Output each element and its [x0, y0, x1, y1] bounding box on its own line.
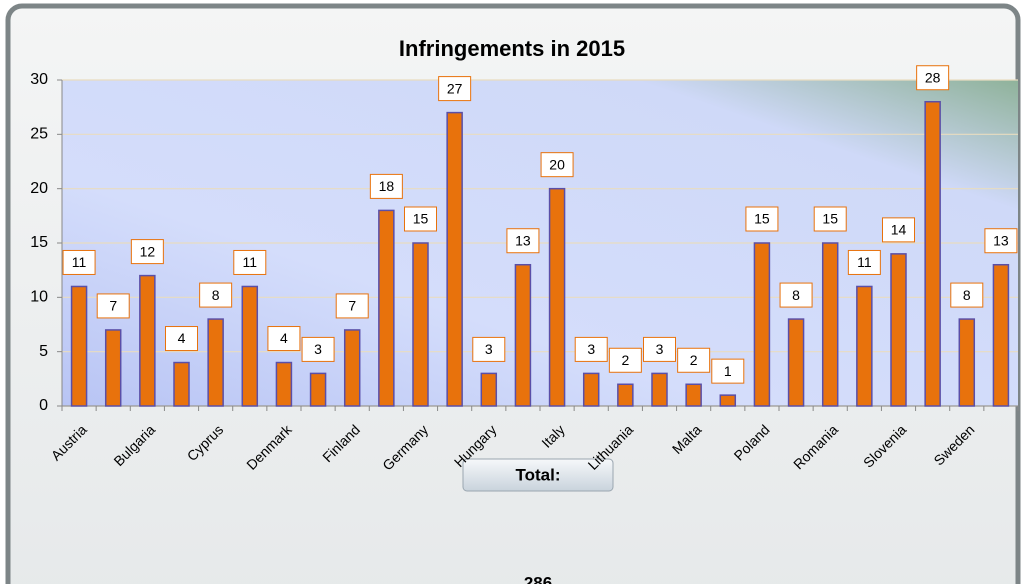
value-label: 8 — [963, 287, 971, 303]
value-label: 13 — [993, 232, 1009, 248]
bar — [685, 383, 702, 407]
value-label: 11 — [857, 254, 872, 270]
value-label: 3 — [656, 341, 664, 357]
y-tick-label: 5 — [39, 343, 48, 360]
value-label: 1 — [724, 363, 732, 379]
bar — [582, 372, 600, 407]
value-label: 3 — [587, 341, 595, 357]
value-label-box — [404, 206, 437, 232]
bar — [139, 274, 156, 407]
value-label: 4 — [178, 330, 186, 346]
y-tick-label: 30 — [30, 71, 48, 88]
value-label: 2 — [621, 352, 629, 368]
total-label: Total: — [515, 465, 560, 484]
value-label-box — [199, 282, 233, 308]
y-tick-label: 25 — [30, 126, 48, 143]
value-label-box — [916, 65, 950, 91]
value-label-box — [882, 217, 915, 243]
value-label: 20 — [549, 156, 565, 172]
value-label-box — [267, 326, 301, 352]
value-label-box — [233, 249, 267, 275]
chart-title: Infringements in 2015 — [399, 36, 625, 61]
bar — [890, 253, 907, 407]
value-label-box — [506, 228, 540, 254]
value-label-box — [711, 358, 745, 384]
bar — [821, 242, 839, 407]
bar — [719, 394, 737, 407]
value-label-box — [643, 336, 676, 362]
value-label: 27 — [447, 80, 463, 96]
value-label-box — [847, 249, 881, 275]
value-label-box — [472, 336, 506, 362]
value-label-box — [96, 293, 130, 319]
y-tick-label: 0 — [39, 397, 48, 414]
bar — [104, 329, 122, 407]
bar — [343, 329, 361, 407]
bar — [992, 263, 1010, 407]
value-label-box — [369, 173, 403, 199]
value-label-box — [165, 326, 198, 352]
value-label: 28 — [925, 69, 941, 85]
value-label-box — [984, 228, 1018, 254]
bar — [924, 100, 941, 407]
value-label-box — [301, 336, 335, 362]
value-label-box — [677, 347, 711, 373]
bar — [651, 372, 668, 407]
value-label: 15 — [413, 211, 429, 227]
value-label-box — [779, 282, 813, 308]
bar — [207, 318, 224, 407]
value-label: 15 — [822, 211, 838, 227]
value-label-box — [813, 206, 847, 232]
bar — [275, 361, 293, 407]
bar — [446, 111, 463, 407]
bar — [309, 372, 327, 407]
total-box — [462, 458, 614, 492]
y-tick-label: 20 — [30, 180, 48, 197]
value-label-box — [62, 249, 96, 275]
value-label-box — [745, 206, 779, 232]
value-label: 14 — [891, 222, 907, 238]
value-label: 8 — [792, 287, 800, 303]
bar — [173, 361, 190, 407]
value-label-box — [574, 336, 608, 362]
value-label: 2 — [690, 352, 698, 368]
value-label: 3 — [314, 341, 322, 357]
bar — [958, 318, 976, 407]
value-label: 11 — [243, 254, 258, 270]
value-label-box — [130, 239, 164, 265]
value-label: 13 — [515, 232, 531, 248]
y-tick-label: 10 — [30, 289, 48, 306]
total-value: 286 — [524, 573, 552, 584]
value-label: 15 — [754, 211, 770, 227]
value-label: 12 — [140, 243, 156, 259]
bar — [241, 285, 259, 407]
bar — [514, 263, 532, 407]
value-label: 11 — [72, 254, 87, 270]
bar — [412, 242, 429, 407]
value-label: 7 — [348, 298, 356, 314]
bar — [753, 242, 771, 407]
bar — [480, 372, 498, 407]
bar — [617, 383, 634, 407]
value-label-box — [540, 152, 574, 178]
bar — [548, 187, 566, 407]
value-label: 4 — [280, 330, 288, 346]
bar — [70, 285, 88, 407]
y-tick-label: 15 — [30, 234, 48, 251]
value-label: 3 — [485, 341, 493, 357]
value-label: 7 — [109, 298, 117, 314]
value-label-box — [335, 293, 369, 319]
value-label-box — [608, 347, 642, 373]
value-label-box — [950, 282, 984, 308]
bar — [856, 285, 873, 407]
bar — [787, 318, 805, 407]
value-label: 18 — [379, 178, 395, 194]
value-label-box — [438, 76, 472, 102]
bar — [378, 209, 395, 407]
value-label: 8 — [212, 287, 220, 303]
